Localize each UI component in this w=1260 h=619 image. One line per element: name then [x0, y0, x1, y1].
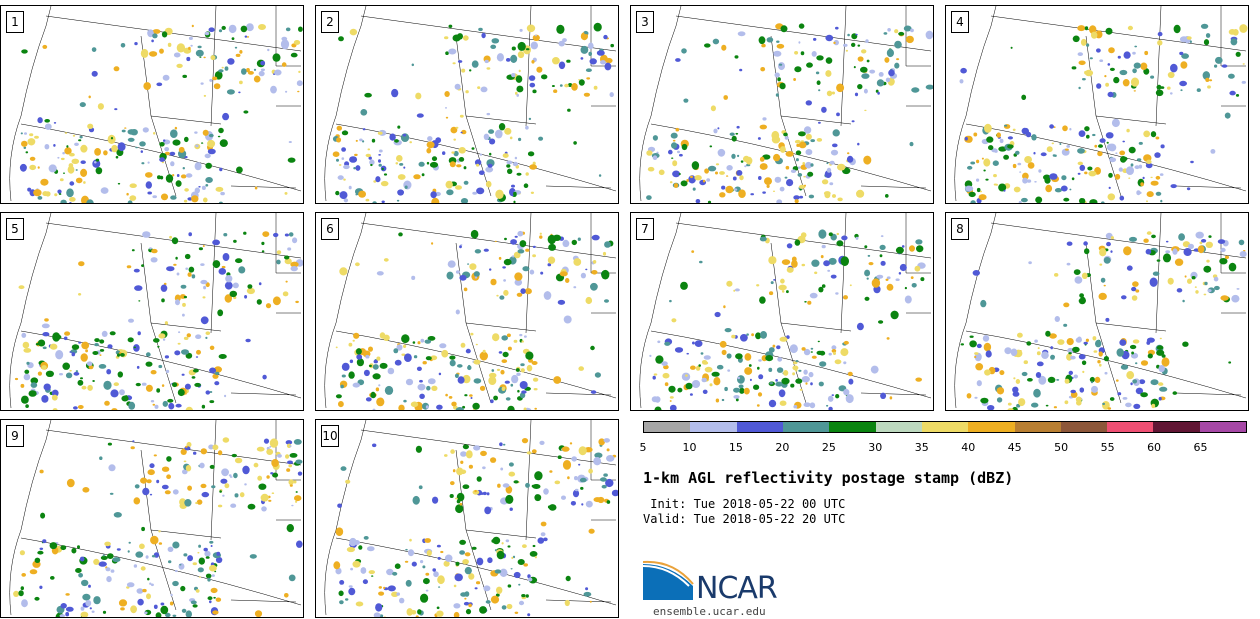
colorbar-tick-label: 40	[961, 441, 976, 454]
map-panel: 1	[0, 5, 304, 204]
map-area	[324, 213, 617, 410]
map-panel: 5	[0, 212, 304, 411]
map-area	[9, 6, 303, 203]
colorbar-tick-label: 20	[775, 441, 790, 454]
panel-number: 10	[321, 425, 339, 447]
colorbar-segment	[829, 422, 876, 432]
panel-number: 1	[6, 11, 24, 33]
colorbar-segment	[1014, 422, 1061, 432]
map-panel: 2	[315, 5, 619, 204]
map-area	[9, 213, 303, 410]
panel-number: 2	[321, 11, 339, 33]
map-area	[324, 420, 618, 617]
colorbar-tick-label: 30	[868, 441, 883, 454]
colorbar-segment	[1060, 422, 1108, 432]
map-panel: 8	[945, 212, 1249, 411]
colorbar-segment	[921, 422, 969, 432]
map-area	[954, 213, 1247, 410]
map-panel: 7	[630, 212, 934, 411]
map-panel: 4	[945, 5, 1249, 204]
colorbar-tick-label: 45	[1007, 441, 1022, 454]
colorbar-segment	[644, 422, 691, 432]
colorbar-tick-label: 25	[821, 441, 836, 454]
map-area	[9, 420, 303, 617]
ncar-logo-icon	[643, 560, 694, 600]
panel-number: 5	[6, 218, 24, 240]
colorbar-segment	[968, 422, 1015, 432]
panel-number: 6	[321, 218, 339, 240]
colorbar-segment	[782, 422, 830, 432]
map-panel: 10	[315, 419, 619, 618]
colorbar-tick-label: 60	[1147, 441, 1162, 454]
colorbar-segment	[690, 422, 737, 432]
colorbar-tick-label: 5	[639, 441, 647, 454]
colorbar-tick-label: 10	[682, 441, 697, 454]
colorbar-segment	[1107, 422, 1154, 432]
reflectivity-colorbar	[643, 421, 1247, 433]
panel-number: 7	[636, 218, 654, 240]
map-panel: 3	[630, 5, 934, 204]
colorbar-tick-label: 15	[728, 441, 743, 454]
panel-number: 9	[6, 425, 24, 447]
logo-url: ensemble.ucar.edu	[653, 605, 766, 618]
colorbar-tick-label: 35	[914, 441, 929, 454]
colorbar-tick-label: 50	[1054, 441, 1069, 454]
colorbar-tick-label: 55	[1100, 441, 1115, 454]
colorbar-tick-label: 65	[1193, 441, 1208, 454]
chart-title: 1-km AGL reflectivity postage stamp (dBZ…	[643, 469, 1014, 487]
map-area	[639, 6, 933, 203]
init-time: Init: Tue 2018-05-22 00 UTC	[643, 497, 846, 511]
map-panel: 6	[315, 212, 619, 411]
map-area	[639, 213, 932, 410]
colorbar-segment	[1199, 422, 1247, 432]
valid-time: Valid: Tue 2018-05-22 20 UTC	[643, 512, 846, 526]
colorbar-segment	[875, 422, 922, 432]
map-area	[954, 6, 1248, 203]
panel-number: 3	[636, 11, 654, 33]
colorbar-segment	[1153, 422, 1200, 432]
map-area	[324, 6, 617, 203]
panel-number: 8	[951, 218, 969, 240]
panel-number: 4	[951, 11, 969, 33]
colorbar-segment	[736, 422, 783, 432]
map-panel: 9	[0, 419, 304, 618]
logo-wordmark: NCAR	[696, 571, 778, 606]
